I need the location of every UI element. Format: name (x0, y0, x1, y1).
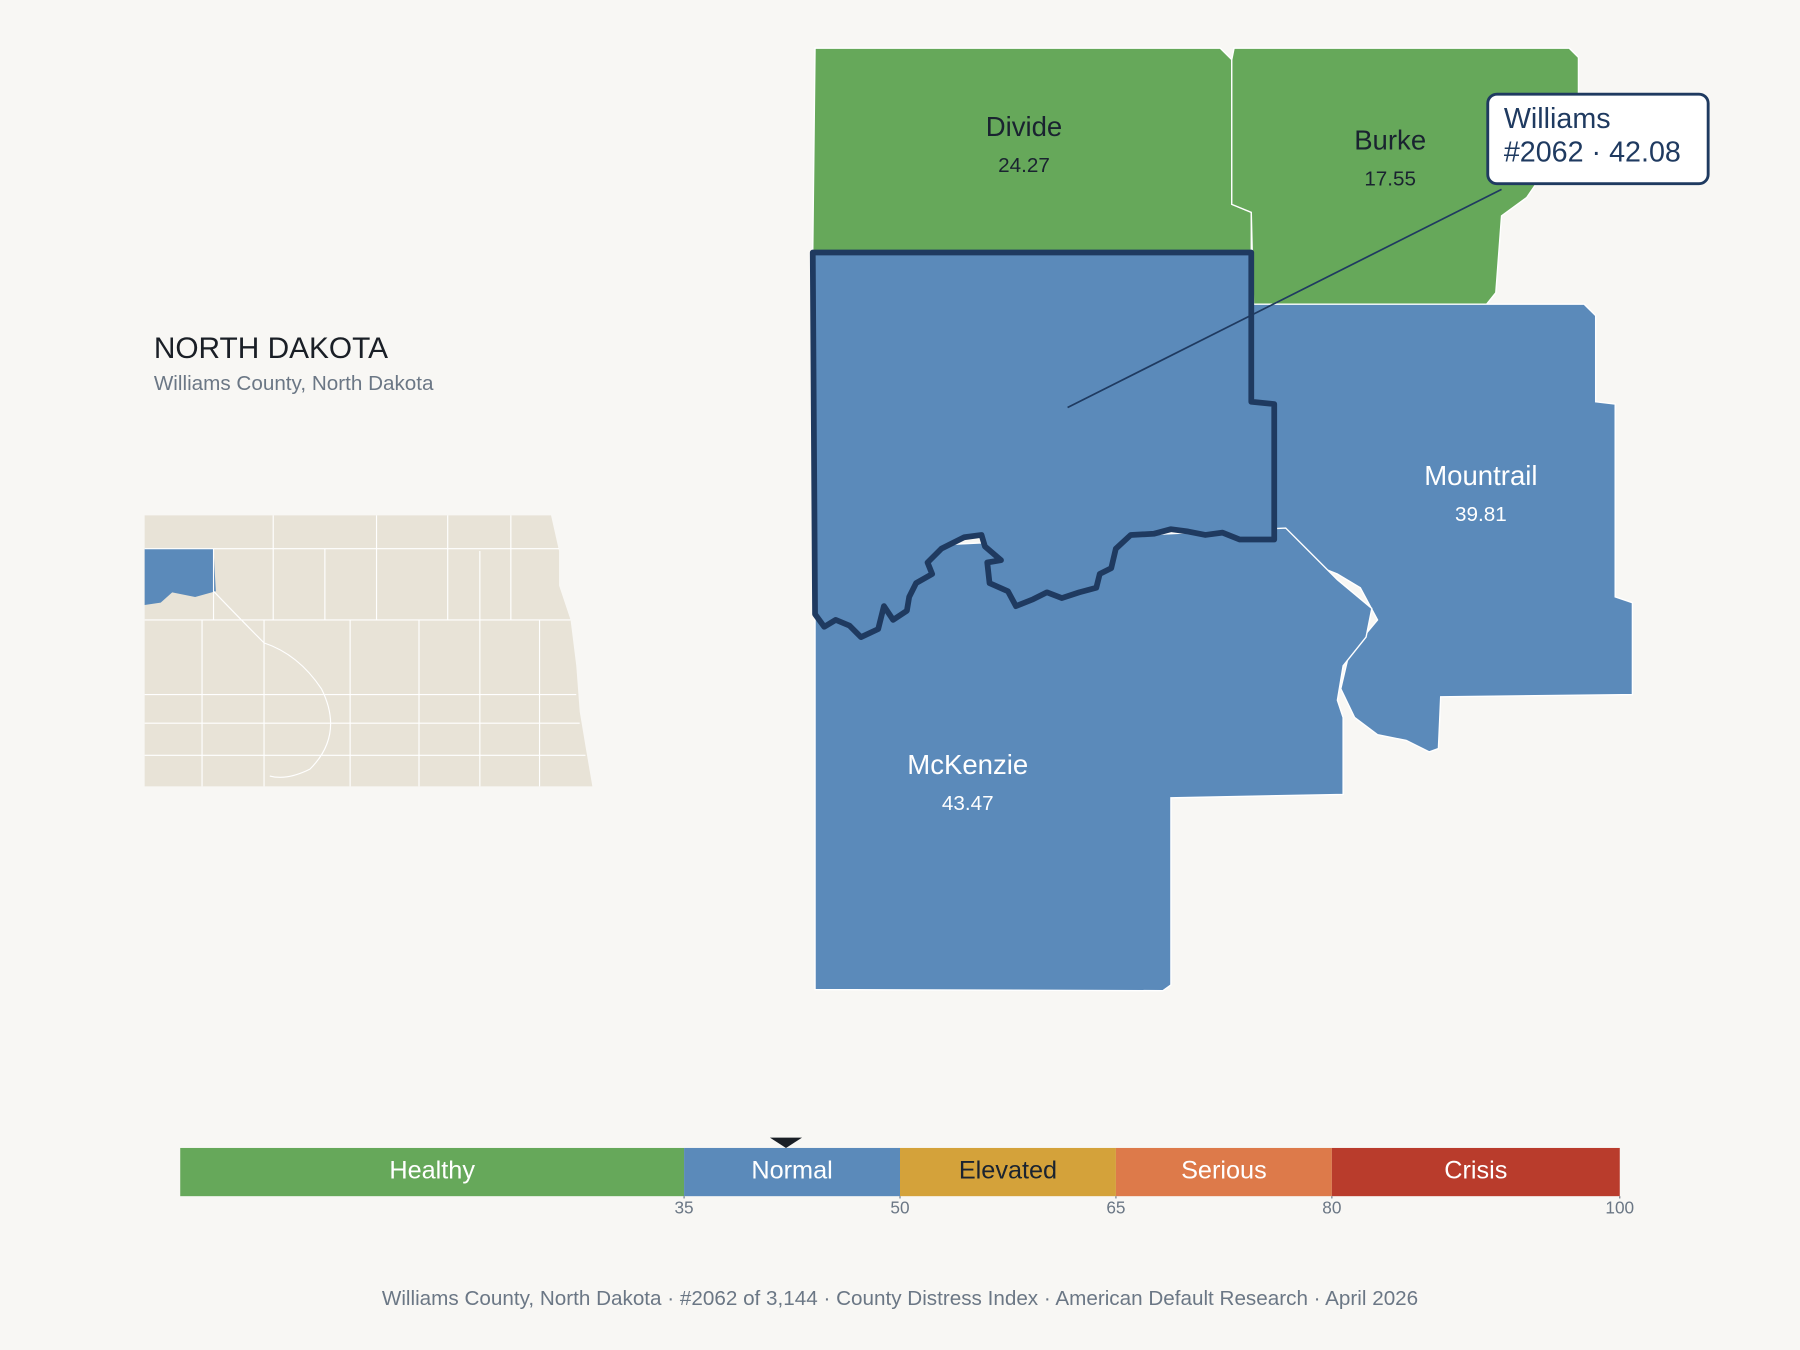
scale-bar: Healthy Normal Elevated Serious Crisis 35 50 65… (180, 1137, 1634, 1217)
focus-county (809, 249, 1278, 640)
county-value: 24.27 (998, 154, 1050, 177)
county-value: 17.55 (1364, 168, 1416, 191)
county-name: McKenzie (907, 749, 1028, 780)
callout-box (1486, 92, 1710, 186)
tick-label: 80 (1322, 1197, 1341, 1217)
tick-label: 100 (1605, 1197, 1634, 1217)
scale-band (684, 1147, 900, 1197)
subtitle: Williams County, North Dakota (154, 372, 434, 395)
county (812, 47, 1252, 254)
inset-map (144, 515, 593, 787)
county-name: Divide (986, 111, 1063, 142)
tick-label: 65 (1106, 1197, 1125, 1217)
county-lines (144, 515, 586, 787)
scale-band (1331, 1147, 1620, 1197)
tick-label: 35 (674, 1197, 693, 1217)
band-label: Elevated (959, 1157, 1057, 1185)
band-label: Healthy (389, 1157, 475, 1185)
callout-leader (1067, 188, 1502, 409)
county (814, 527, 1373, 992)
band-label: Normal (751, 1157, 832, 1185)
tick-label: 50 (890, 1197, 909, 1217)
scale-band (1115, 1147, 1332, 1197)
focus-county-inset (144, 548, 216, 605)
scale-marker (769, 1137, 803, 1148)
county-value: 39.81 (1455, 503, 1507, 526)
band-label: Serious (1181, 1157, 1267, 1185)
title: NORTH DAKOTA (154, 332, 388, 365)
scale-band (900, 1147, 1116, 1197)
county-name: Mountrail (1424, 460, 1537, 491)
band-label: Crisis (1444, 1157, 1507, 1185)
scale-band (180, 1147, 685, 1197)
callout-value: #2062 · 42.08 (1504, 136, 1681, 168)
footer: Williams County, North Dakota · #2062 of… (382, 1287, 1418, 1310)
county-value: 43.47 (942, 792, 994, 815)
county-name: Burke (1354, 125, 1426, 156)
callout-name: Williams (1504, 103, 1611, 135)
